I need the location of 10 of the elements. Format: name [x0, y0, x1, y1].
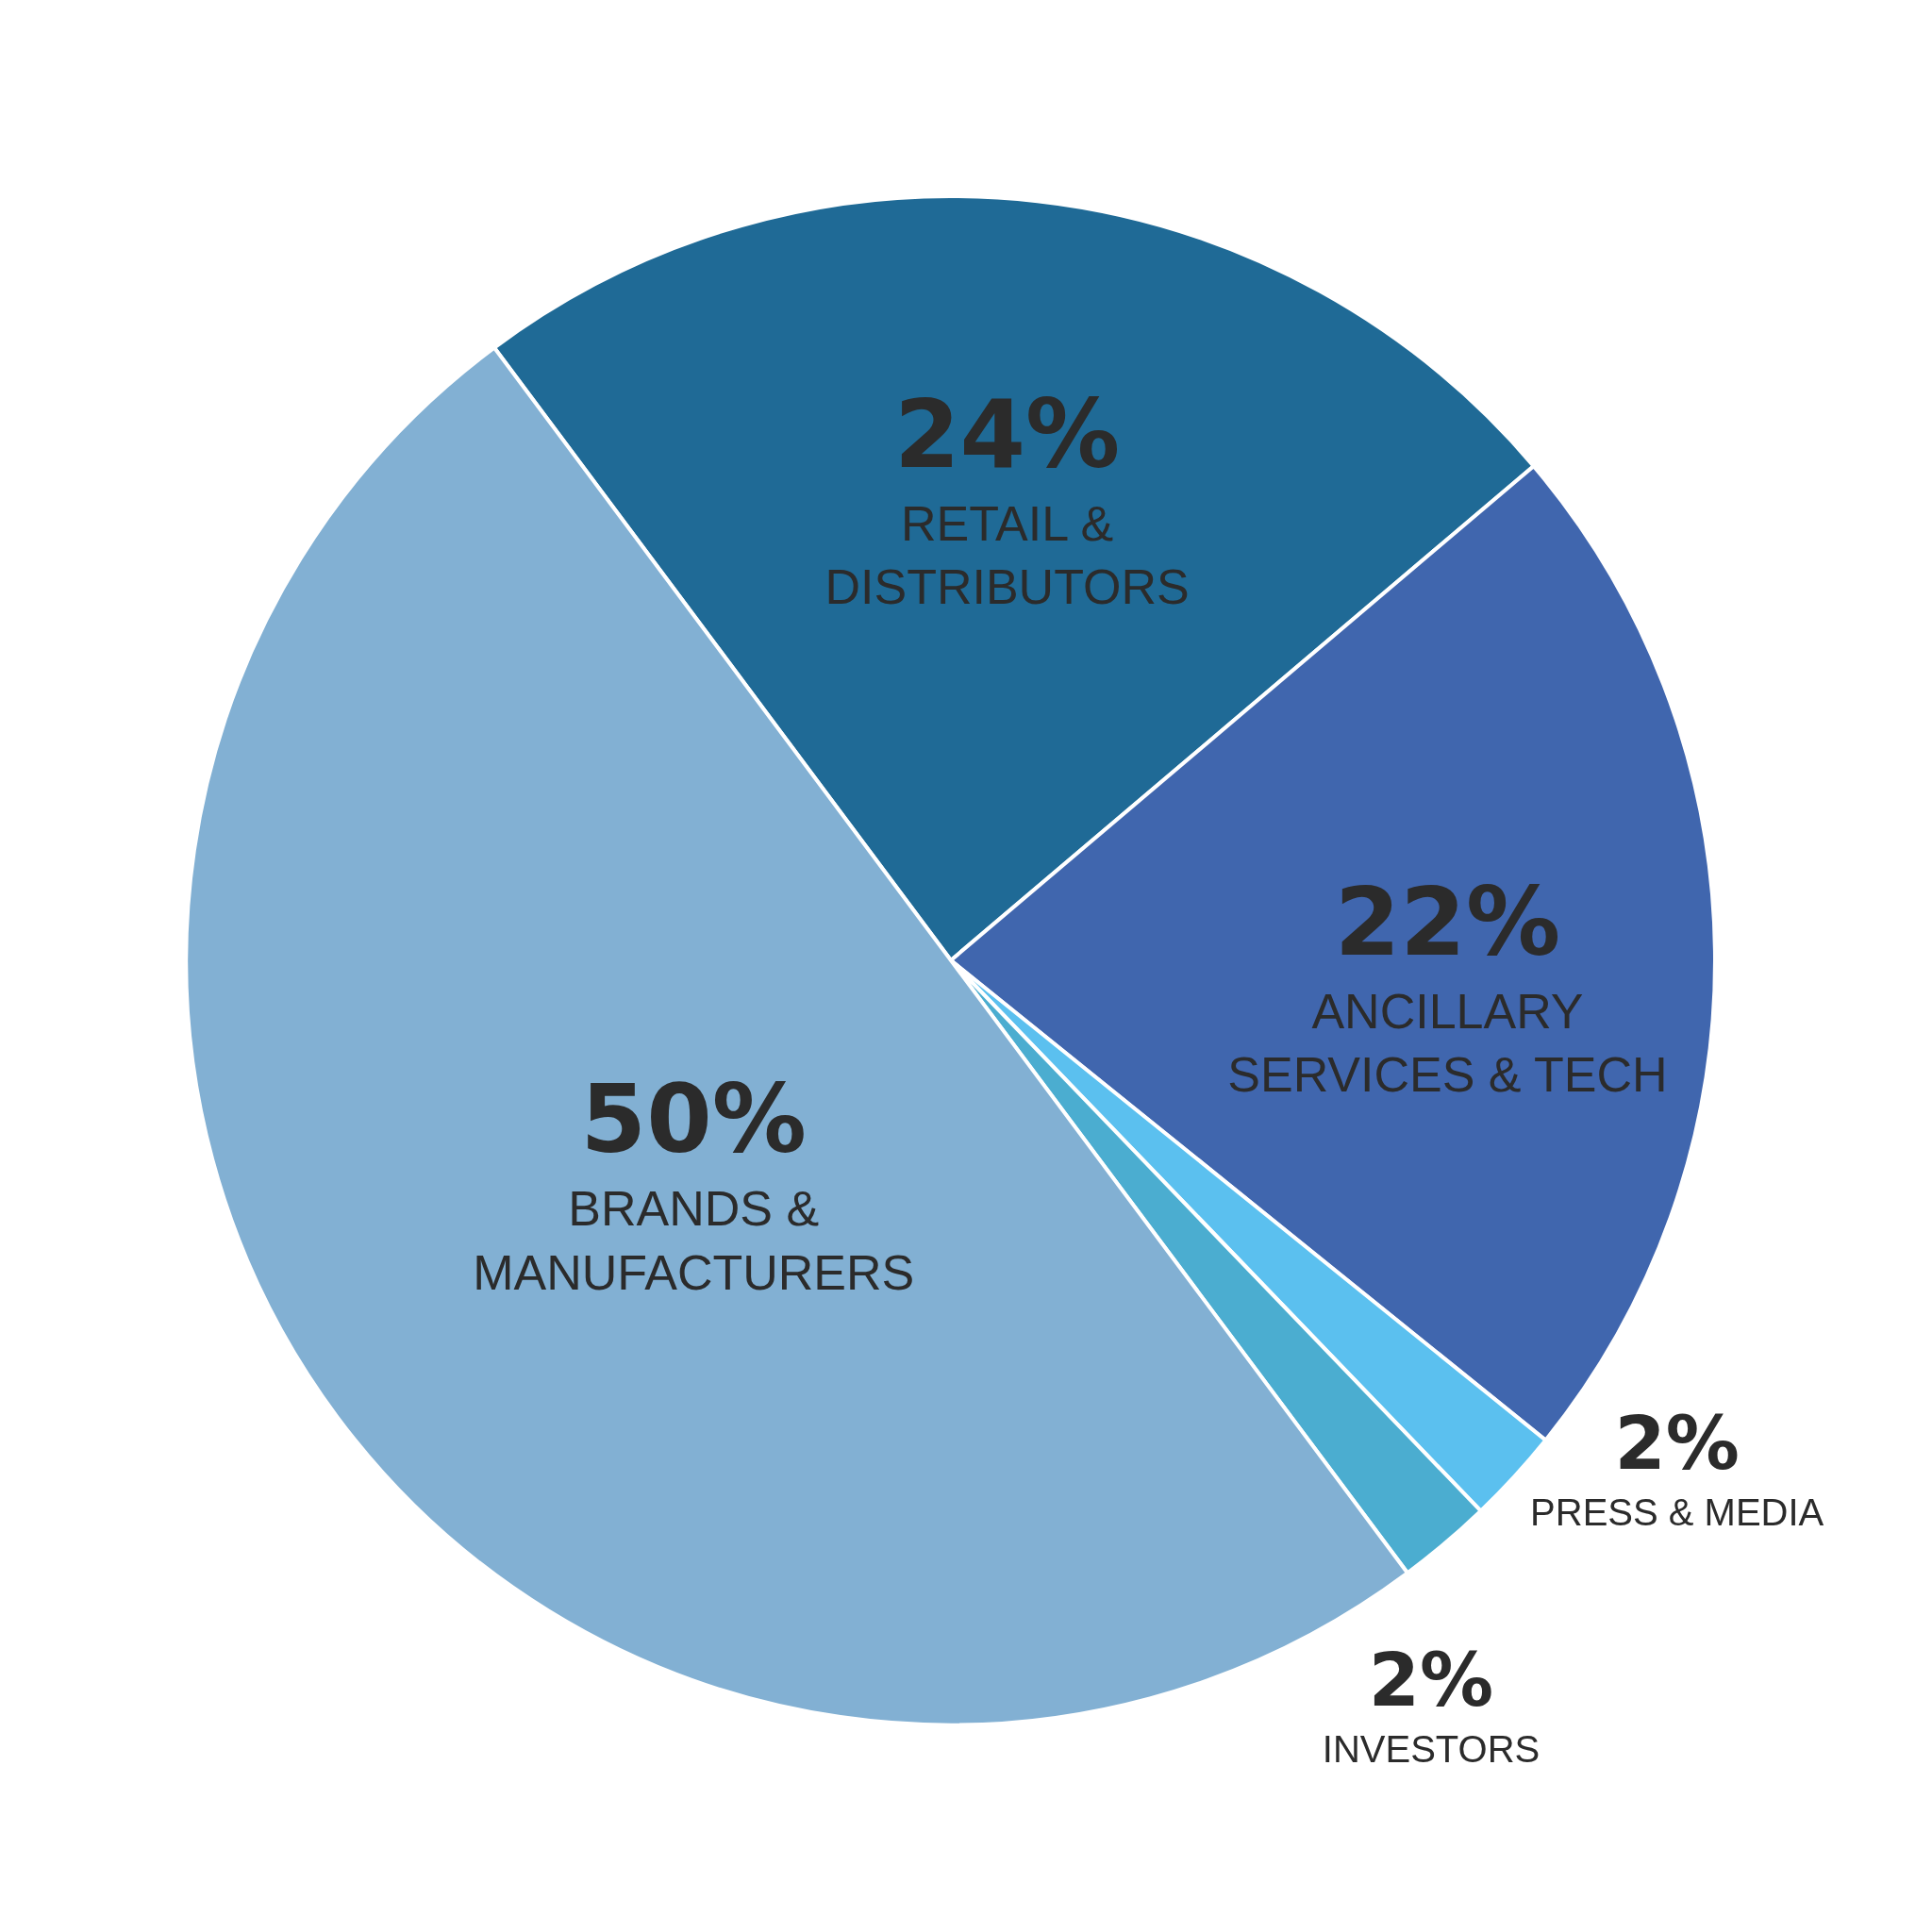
slice-label: ANCILLARY SERVICES & TECH [1227, 983, 1668, 1103]
slice-label: PRESS & MEDIA [1530, 1491, 1824, 1533]
slice-label: BRANDS & MANUFACTURERS [473, 1181, 915, 1300]
data-label: 24% [893, 378, 1121, 490]
data-label: 22% [1334, 866, 1561, 977]
data-label: 50% [580, 1064, 807, 1175]
data-label: 2% [1614, 1400, 1740, 1486]
slice-label: RETAIL & DISTRIBUTORS [824, 495, 1190, 615]
data-label: 2% [1368, 1637, 1494, 1723]
slice-label: INVESTORS [1322, 1727, 1541, 1770]
